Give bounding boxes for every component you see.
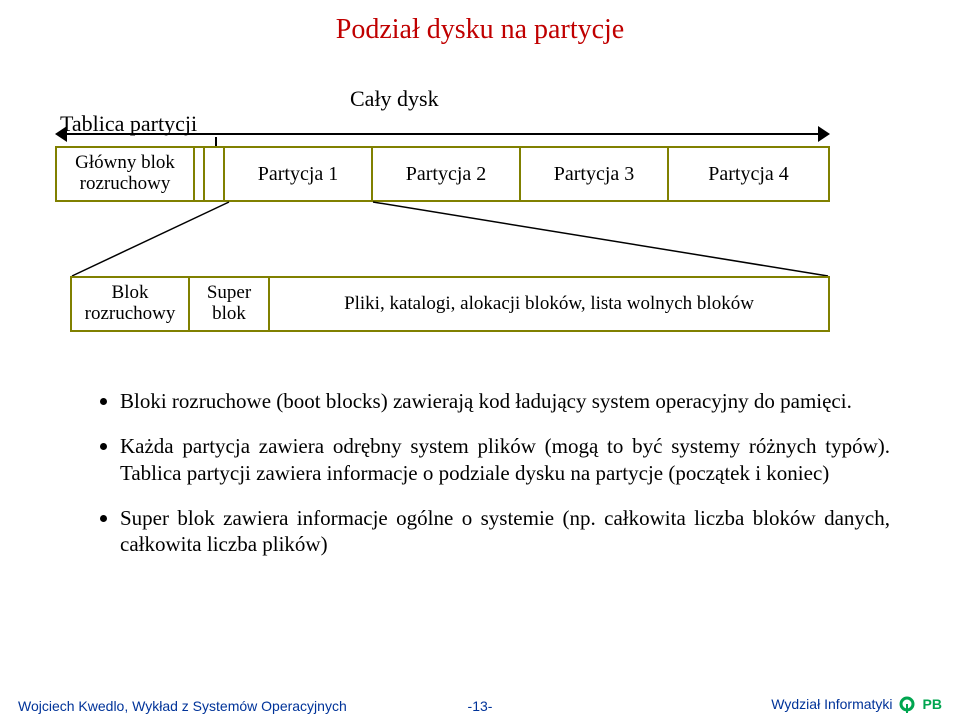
- footer-page: -13-: [468, 698, 493, 714]
- disk-row: Główny blok rozruchowy Partycja 1 Partyc…: [55, 146, 830, 202]
- cell-boot-block: Blok rozruchowy: [70, 276, 190, 332]
- cell-pt-2: [205, 146, 215, 202]
- diagram-stage: Cały dysk Tablica partycji Główny blok r…: [0, 46, 960, 606]
- cell-partition-1: Partycja 1: [225, 146, 373, 202]
- footer-right: Wydział Informatyki PB: [771, 694, 942, 714]
- slide-footer: Wojciech Kwedlo, Wykład z Systemów Opera…: [0, 690, 960, 714]
- bullet-list: Bloki rozruchowe (boot blocks) zawierają…: [80, 387, 890, 575]
- cell-pt-3: [215, 146, 225, 202]
- bullet-1: Bloki rozruchowe (boot blocks) zawierają…: [120, 387, 890, 414]
- label-whole-disk: Cały dysk: [350, 86, 439, 112]
- footer-right-text: Wydział Informatyki: [771, 696, 892, 712]
- cell-partition-3: Partycja 3: [521, 146, 669, 202]
- cell-partition-4: Partycja 4: [669, 146, 830, 202]
- arrow-head-left: [55, 126, 67, 142]
- footer-left: Wojciech Kwedlo, Wykład z Systemów Opera…: [18, 698, 347, 714]
- cell-mbr: Główny blok rozruchowy: [55, 146, 195, 202]
- cell-partition-2: Partycja 2: [373, 146, 521, 202]
- bullet-3: Super blok zawiera informacje ogólne o s…: [120, 504, 890, 558]
- whole-disk-arrow: [55, 126, 830, 142]
- logo-icon: [897, 694, 917, 714]
- arrow-line: [63, 133, 822, 135]
- footer-pb: PB: [923, 696, 942, 712]
- bullet-2: Każda partycja zawiera odrębny system pl…: [120, 432, 890, 486]
- partition-detail-row: Blok rozruchowy Super blok Pliki, katalo…: [70, 276, 830, 332]
- cell-files: Pliki, katalogi, alokacji bloków, lista …: [270, 276, 830, 332]
- cell-pt-1: [195, 146, 205, 202]
- cell-super-block: Super blok: [190, 276, 270, 332]
- slide-title: Podział dysku na partycje: [0, 14, 960, 46]
- arrow-head-right: [818, 126, 830, 142]
